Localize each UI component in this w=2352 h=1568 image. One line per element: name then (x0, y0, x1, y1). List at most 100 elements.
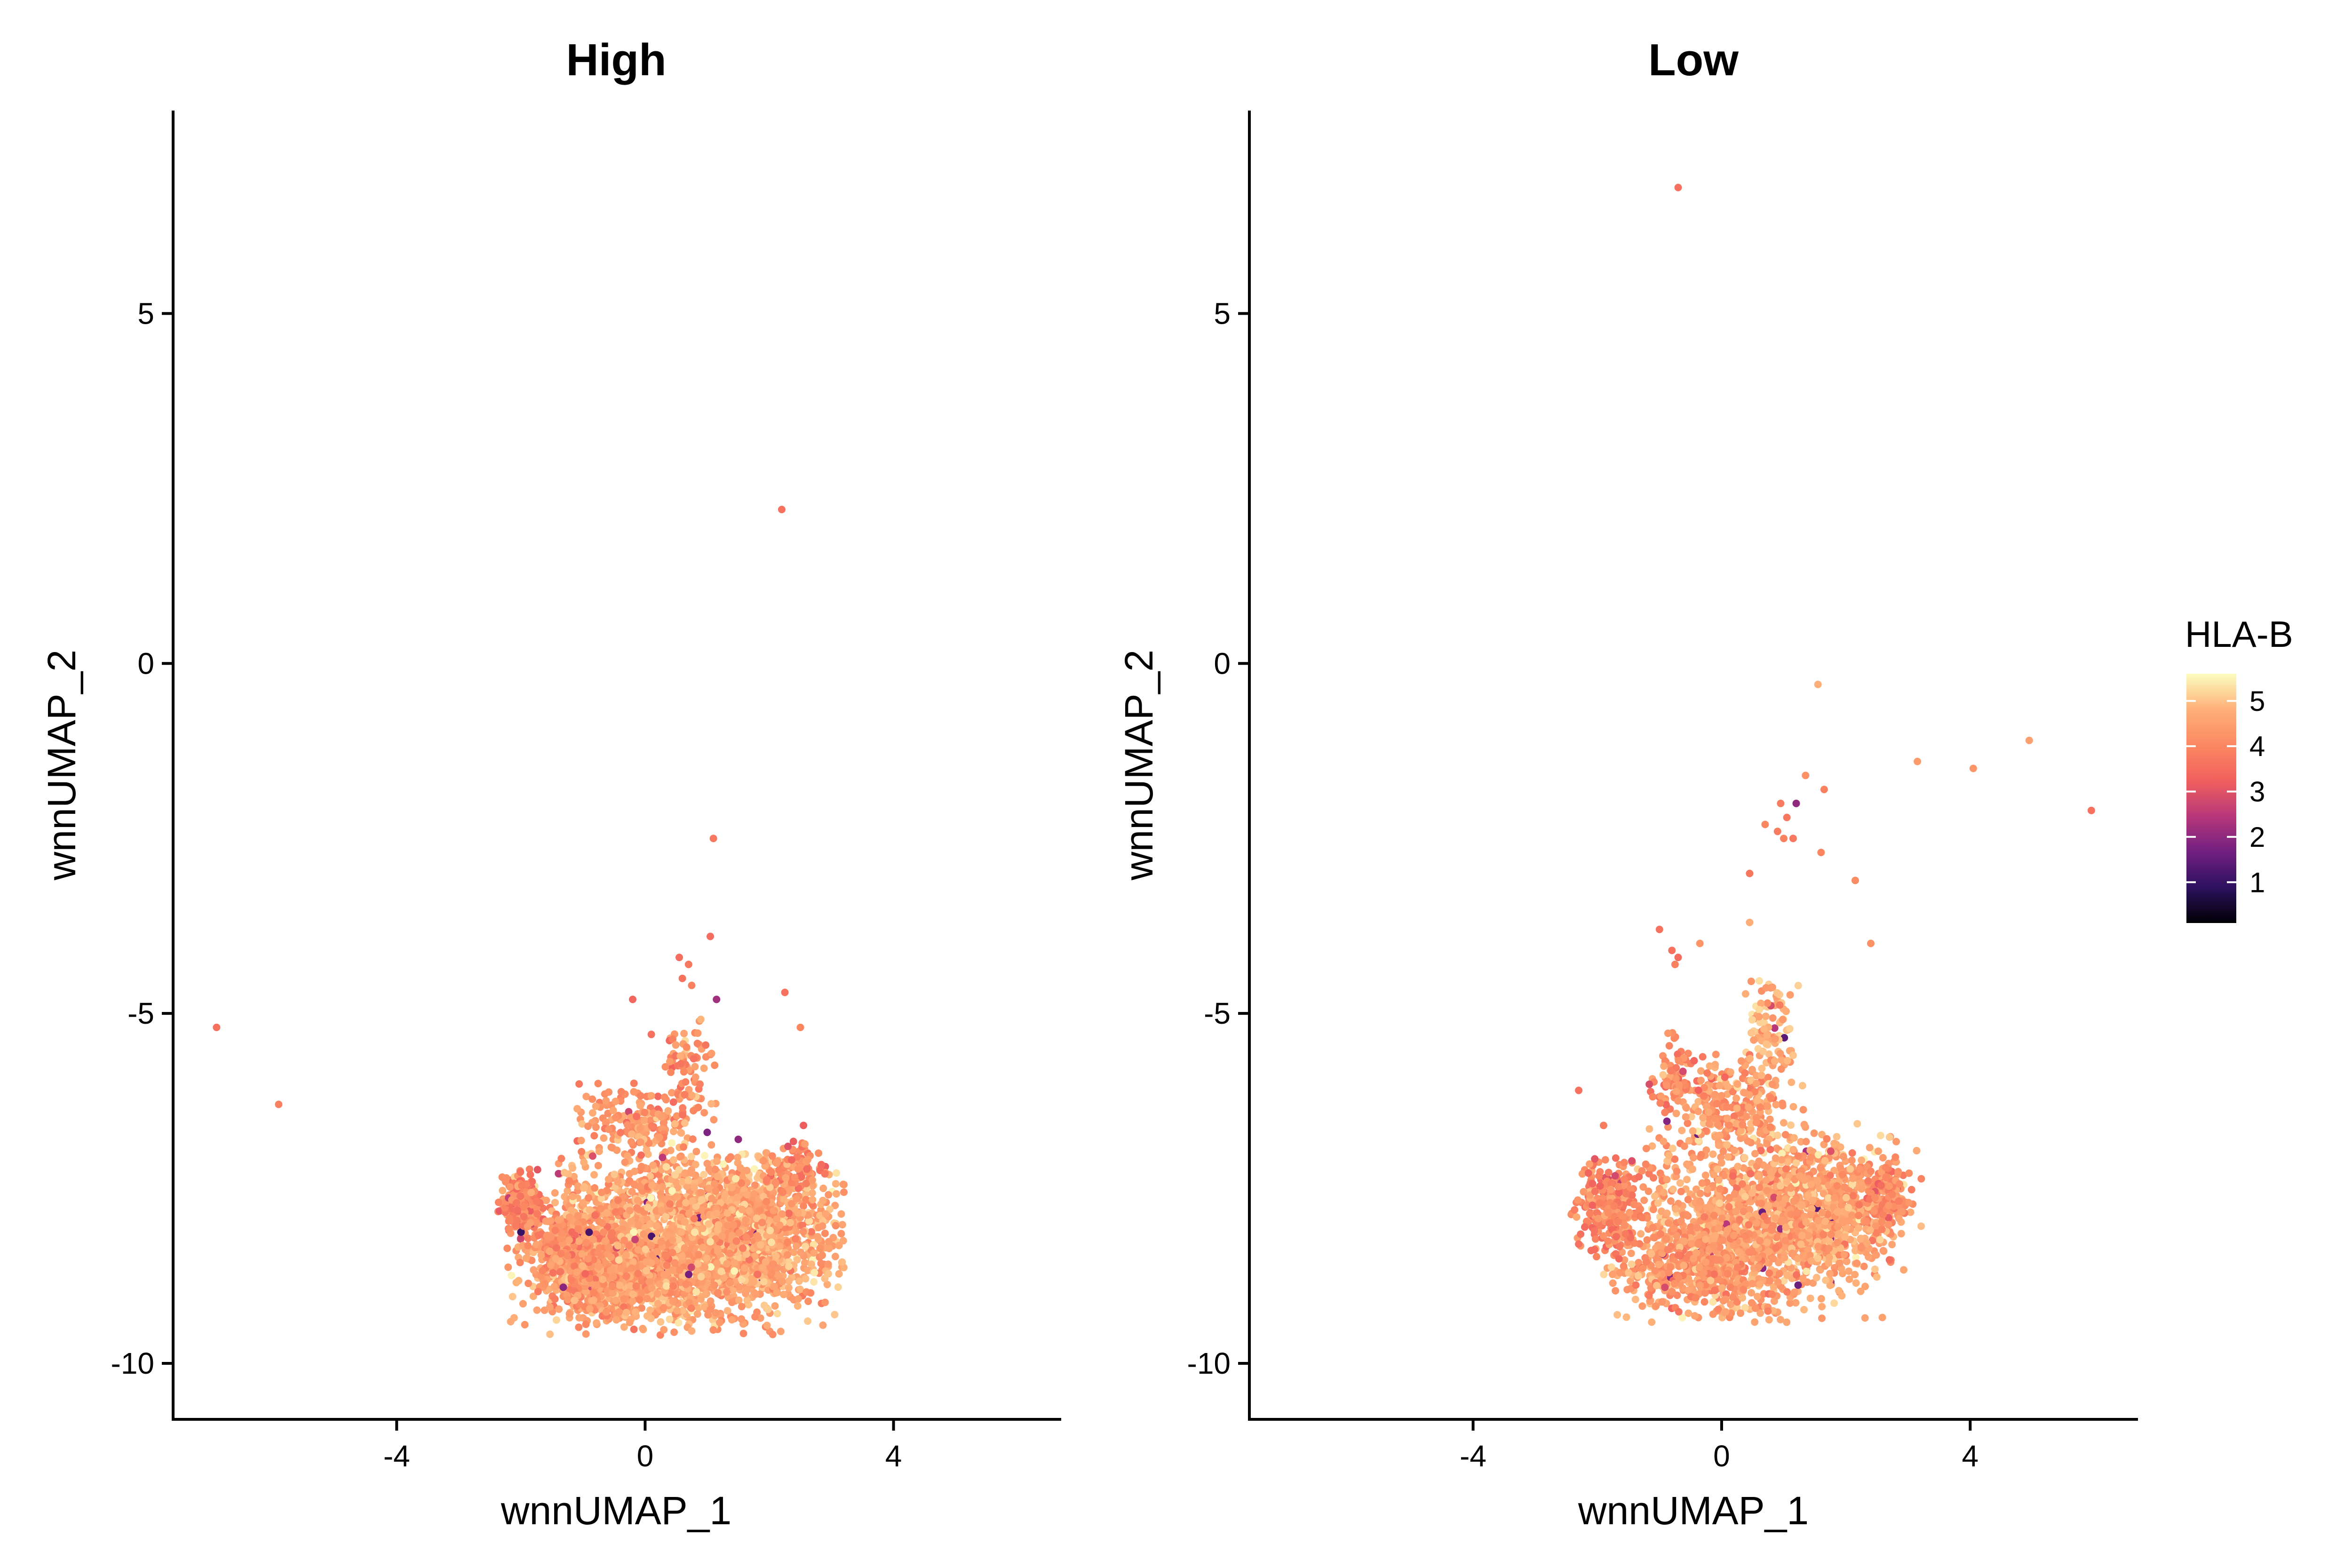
data-point (539, 1267, 547, 1275)
data-point (838, 1221, 846, 1229)
data-point (629, 1290, 637, 1298)
data-point (690, 1184, 698, 1192)
data-point (676, 1052, 684, 1060)
data-point (802, 1242, 810, 1250)
data-point (559, 1283, 567, 1291)
data-point (794, 1302, 802, 1310)
data-point (1860, 1262, 1868, 1270)
data-point (657, 1238, 665, 1246)
data-point (763, 1198, 771, 1206)
data-point (687, 1263, 695, 1271)
data-point (602, 1308, 610, 1316)
data-point (503, 1244, 511, 1252)
data-point (694, 1029, 702, 1037)
data-point (772, 1159, 780, 1167)
data-point (694, 1104, 702, 1111)
data-point (680, 1029, 688, 1037)
data-point (1817, 1295, 1825, 1303)
data-point (611, 1170, 618, 1178)
data-point (743, 1167, 751, 1175)
data-point (588, 1152, 596, 1160)
data-point (652, 1222, 660, 1230)
data-point (605, 1125, 613, 1133)
data-point (668, 1249, 676, 1257)
data-point (549, 1269, 557, 1277)
data-point (776, 1221, 784, 1229)
data-point (773, 1310, 781, 1318)
data-point (605, 1088, 613, 1096)
data-point (599, 1275, 607, 1283)
data-point (627, 1218, 635, 1226)
data-point (714, 1226, 722, 1234)
data-point (745, 1207, 753, 1215)
data-point (581, 1270, 589, 1278)
data-point (669, 1156, 677, 1164)
data-point (714, 1289, 722, 1297)
data-point (700, 1152, 708, 1160)
data-point (640, 1116, 648, 1124)
data-point (633, 1204, 641, 1212)
data-point (602, 1097, 610, 1105)
data-point (733, 1194, 741, 1202)
data-point (703, 1254, 711, 1262)
data-point (640, 1230, 648, 1238)
data-point (607, 1143, 615, 1151)
data-point (575, 1323, 583, 1331)
data-point (808, 1176, 816, 1184)
data-point (569, 1164, 577, 1172)
outlier-point (684, 961, 692, 968)
data-point (750, 1190, 758, 1198)
data-point (1651, 1192, 1659, 1200)
data-point (573, 1105, 581, 1113)
data-point (547, 1261, 555, 1269)
data-point (663, 1261, 671, 1269)
data-point (630, 1079, 638, 1087)
data-point (637, 1162, 645, 1170)
data-point (804, 1297, 812, 1305)
data-point (564, 1187, 572, 1195)
data-point (522, 1254, 530, 1262)
data-point (547, 1233, 555, 1241)
data-point (588, 1095, 596, 1103)
data-point (815, 1149, 823, 1157)
data-point (695, 1250, 702, 1258)
data-point (707, 1141, 715, 1149)
outlier-point (709, 835, 717, 843)
data-point (648, 1181, 656, 1189)
data-point (802, 1275, 810, 1283)
data-point (505, 1226, 513, 1234)
data-point (622, 1272, 630, 1280)
data-point (680, 1068, 688, 1076)
data-point (609, 1106, 617, 1114)
data-point (682, 1199, 690, 1207)
data-point (700, 1170, 708, 1178)
data-point (516, 1192, 524, 1200)
data-point (578, 1148, 586, 1156)
data-point (644, 1203, 652, 1211)
data-point (717, 1267, 725, 1275)
data-point (809, 1196, 817, 1204)
data-point (1701, 1171, 1709, 1179)
data-point (763, 1321, 771, 1329)
data-point (595, 1147, 603, 1155)
data-point (671, 1259, 679, 1267)
data-point (600, 1228, 608, 1236)
data-point (701, 1263, 709, 1271)
data-point (634, 1221, 642, 1229)
data-point (642, 1267, 650, 1275)
data-point (592, 1102, 600, 1110)
data-point (782, 1174, 790, 1182)
data-point (626, 1319, 634, 1327)
data-point (634, 1196, 642, 1204)
data-point (767, 1238, 775, 1246)
data-point (530, 1266, 538, 1274)
data-point (659, 1154, 667, 1162)
data-point (799, 1228, 807, 1236)
data-point (766, 1226, 774, 1234)
data-point (508, 1272, 516, 1280)
data-point (527, 1188, 535, 1196)
data-point (681, 1244, 689, 1252)
data-point (1852, 1279, 1860, 1287)
data-point (1876, 1131, 1884, 1139)
